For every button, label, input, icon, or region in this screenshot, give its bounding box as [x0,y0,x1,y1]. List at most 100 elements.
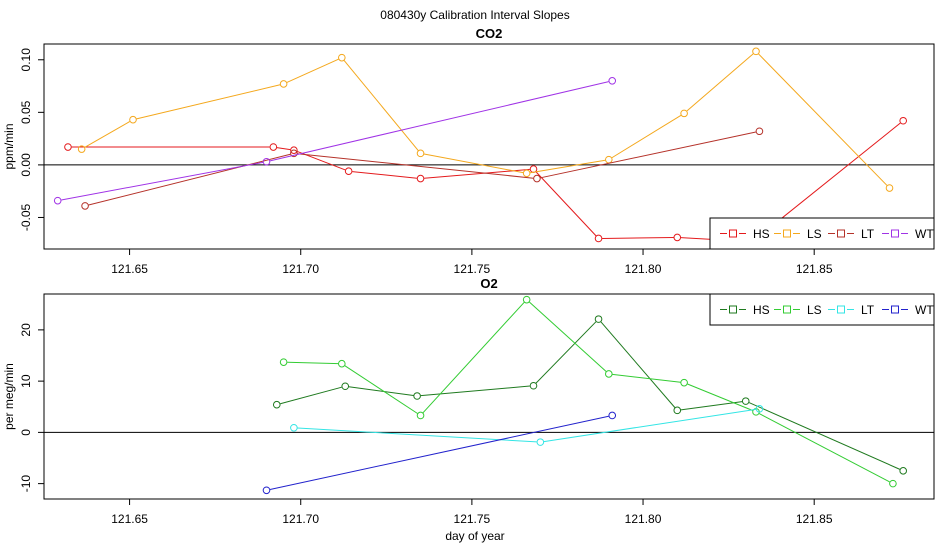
x-tick-label: 121.85 [796,262,833,276]
series-line-segment [297,153,534,179]
y-tick-label: 10 [19,374,33,388]
legend-key-marker [783,305,791,314]
data-point [290,149,298,158]
y-tick-label: 0.00 [19,153,33,177]
series-line-segment [269,81,609,162]
data-point [53,196,62,205]
series-line-segment [530,159,606,174]
legend-label: LS [807,303,822,317]
data-point [608,76,617,85]
legend-key-marker [837,229,845,238]
y-axis-label: ppm/min [2,123,16,169]
data-point [416,411,425,420]
data-point [594,234,603,243]
legend-label: LT [861,303,875,317]
x-tick-label: 121.65 [111,512,148,526]
data-point [885,184,894,192]
y-tick-label: 0.10 [19,48,33,72]
legend-key-marker [891,305,899,314]
series-wt [262,411,617,495]
series-line-segment [687,383,753,411]
series-ls [279,295,897,488]
data-point [290,146,298,154]
legend-label: LS [807,227,822,241]
data-point [899,116,907,125]
data-point [752,47,760,56]
x-tick-label: 121.85 [796,512,833,526]
series-line-segment [528,301,607,372]
series-line-segment [535,171,597,237]
y-tick-label: 20 [19,323,33,337]
data-point [338,53,346,62]
series-line-segment [423,153,524,174]
y-tick-label: -10 [19,475,33,493]
series-line-segment [280,386,342,405]
series-line-segment [612,373,681,383]
data-point [279,80,288,88]
series-line-segment [540,131,757,179]
data-point [81,202,89,210]
series-line-segment [420,385,530,397]
chart-panels: CO2 ppm/min 121.65 121.70 121.75 121.80 121.85… [2,26,935,526]
chart-title: CO2 [476,26,503,41]
data-point [536,438,545,446]
data-point [416,149,425,158]
series-hs [272,315,907,475]
figure-suptitle: 080430y Calibration Interval Slopes [380,8,569,22]
x-tick-label: 121.70 [282,262,319,276]
data-point [605,155,613,164]
y-tick-label: 0.05 [19,100,33,124]
plot-frame [43,293,935,500]
data-point [741,397,750,405]
series-line-segment [543,408,756,443]
data-point [338,359,346,368]
x-tick-label: 121.80 [625,262,662,276]
legend-label: LT [861,227,875,241]
data-point [413,392,421,400]
data-point [262,157,271,166]
series-line-segment [61,161,264,201]
series-line-segment [352,171,418,179]
data-point [529,381,538,390]
data-point [673,233,682,242]
series-line-segment [686,53,754,112]
data-point [533,174,541,183]
legend-box [709,217,935,250]
series-line-segment [88,153,291,206]
data-point [680,109,688,118]
figure-xlabel: day of year [445,529,504,543]
legend-label: HS [753,227,770,241]
y-axis-label: per meg/min [2,363,16,430]
legend-key-marker [837,305,845,314]
series-ls [77,47,894,192]
series-line-segment [287,361,339,365]
data-point [64,143,72,151]
x-tick-label: 121.75 [454,262,491,276]
data-point [755,405,764,413]
data-point [755,127,764,136]
series-lt [290,405,764,446]
series-line-segment [611,114,682,159]
series-line-segment [269,415,609,491]
data-point [290,423,298,432]
series-line-segment [136,84,281,120]
legend-label: HS [753,303,770,317]
series-line-segment [535,321,597,384]
data-point [608,411,617,420]
data-point [129,115,137,124]
series-line-segment [422,301,525,414]
data-point [673,406,682,415]
legend-label: WT [915,303,934,317]
series-line-segment [286,58,339,83]
legend-key-marker [729,305,737,314]
data-point [262,486,271,495]
data-point [344,167,353,176]
x-tick-label: 121.75 [454,512,491,526]
data-point [605,370,613,378]
series-line-segment [297,427,537,443]
data-point [77,145,86,153]
series-lt [81,127,764,210]
data-point [680,378,688,387]
data-point [522,169,531,178]
